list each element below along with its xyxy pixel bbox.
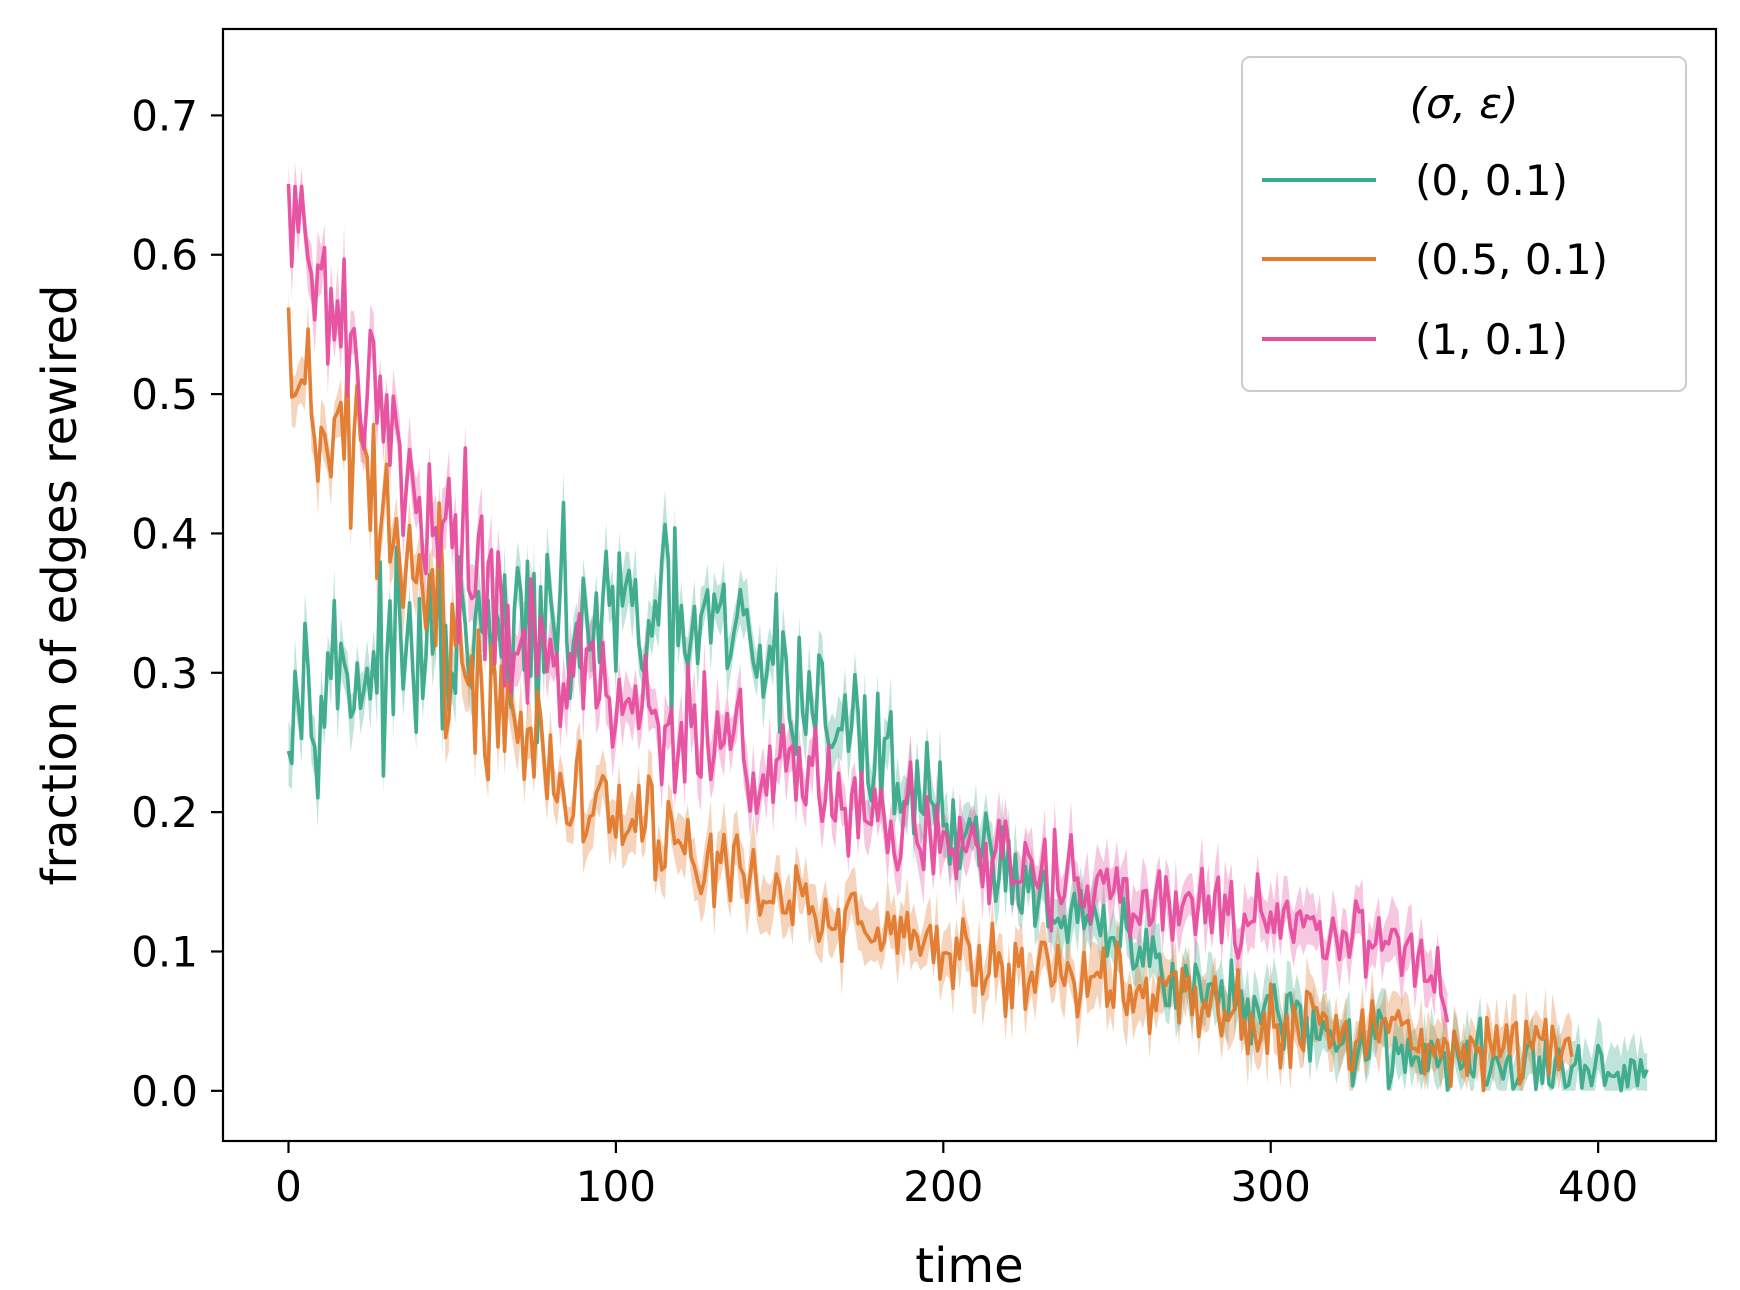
y-tick-label: 0.1 (131, 927, 198, 976)
legend-title: (σ, ε) (1410, 79, 1519, 128)
y-tick-label: 0.0 (131, 1067, 198, 1116)
y-axis: 0.0 0.1 0.2 0.3 0.4 0.5 0.6 0.7 (131, 91, 223, 1116)
legend-entry-label: (0.5, 0.1) (1415, 235, 1608, 284)
y-tick-label: 0.5 (131, 370, 198, 419)
series-lines (286, 183, 1649, 1093)
x-tick-label: 200 (903, 1162, 983, 1211)
series-line (286, 183, 1450, 1023)
legend: (σ, ε) (0, 0.1) (0.5, 0.1) (1, 0.1) (1241, 56, 1687, 392)
y-axis-label: fraction of edges rewired (32, 285, 88, 886)
series-line (286, 500, 1649, 1093)
x-tick-label: 400 (1558, 1162, 1638, 1211)
legend-entry-label: (1, 0.1) (1415, 315, 1568, 364)
x-tick-label: 300 (1231, 1162, 1311, 1211)
y-tick-label: 0.7 (131, 91, 198, 140)
y-tick-label: 0.6 (131, 231, 198, 280)
x-axis: 0 100 200 300 400 (275, 1141, 1638, 1211)
series-line (286, 307, 1574, 1093)
plot-frame (221, 27, 1718, 1143)
x-tick-label: 0 (275, 1162, 302, 1211)
x-axis-label: time (915, 1238, 1023, 1285)
x-tick-label: 100 (576, 1162, 656, 1211)
legend-entry-label: (0, 0.1) (1415, 156, 1568, 205)
y-tick-label: 0.2 (131, 788, 198, 837)
y-tick-label: 0.3 (131, 649, 198, 698)
legend-box (1241, 56, 1687, 392)
y-tick-label: 0.4 (131, 509, 198, 558)
